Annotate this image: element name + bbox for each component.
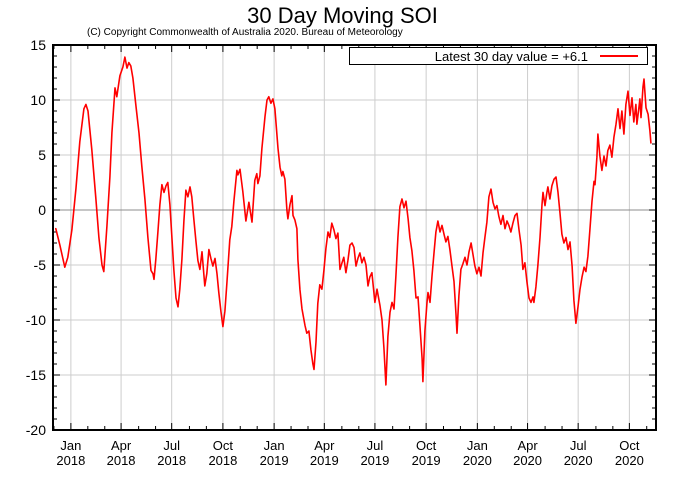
y-tick-label: 10 xyxy=(30,92,46,108)
x-tick-label-year: 2020 xyxy=(463,453,492,468)
y-tick-label: -20 xyxy=(26,422,46,438)
y-tick-label: 5 xyxy=(38,147,46,163)
x-tick-label-year: 2019 xyxy=(310,453,339,468)
x-tick-label-year: 2019 xyxy=(260,453,289,468)
x-tick-label-month: Apr xyxy=(314,438,335,453)
x-tick-label-year: 2019 xyxy=(360,453,389,468)
x-tick-label-year: 2020 xyxy=(513,453,542,468)
x-tick-label-month: Jan xyxy=(467,438,488,453)
y-tick-label: 15 xyxy=(30,37,46,53)
x-tick-label-year: 2019 xyxy=(412,453,441,468)
y-tick-label: -10 xyxy=(26,312,46,328)
legend: Latest 30 day value = +6.1 xyxy=(349,47,648,65)
x-tick-label-year: 2018 xyxy=(56,453,85,468)
x-tick-label-month: Apr xyxy=(517,438,538,453)
x-tick-label-month: Jan xyxy=(264,438,285,453)
x-tick-label-month: Oct xyxy=(416,438,437,453)
x-tick-label-year: 2018 xyxy=(157,453,186,468)
soi-series-line xyxy=(54,56,652,386)
y-tick-label: -15 xyxy=(26,367,46,383)
x-tick-label-month: Apr xyxy=(111,438,132,453)
plot-border xyxy=(52,44,657,431)
y-tick-label: 0 xyxy=(38,202,46,218)
x-tick-label-year: 2020 xyxy=(564,453,593,468)
x-tick-label-year: 2020 xyxy=(615,453,644,468)
legend-label: Latest 30 day value = +6.1 xyxy=(434,48,588,64)
x-tick-label-year: 2018 xyxy=(208,453,237,468)
chart-title: 30 Day Moving SOI xyxy=(247,3,438,28)
copyright-notice: (C) Copyright Commonwealth of Australia … xyxy=(87,27,403,38)
x-tick-label-month: Jul xyxy=(570,438,587,453)
x-tick-label-month: Jul xyxy=(367,438,384,453)
x-tick-label-month: Jan xyxy=(60,438,81,453)
y-tick-label: -5 xyxy=(34,257,47,273)
x-tick-label-month: Oct xyxy=(619,438,640,453)
x-tick-label-year: 2018 xyxy=(107,453,136,468)
x-tick-label-month: Jul xyxy=(163,438,180,453)
legend-line-sample xyxy=(600,55,638,57)
x-tick-label-month: Oct xyxy=(213,438,234,453)
